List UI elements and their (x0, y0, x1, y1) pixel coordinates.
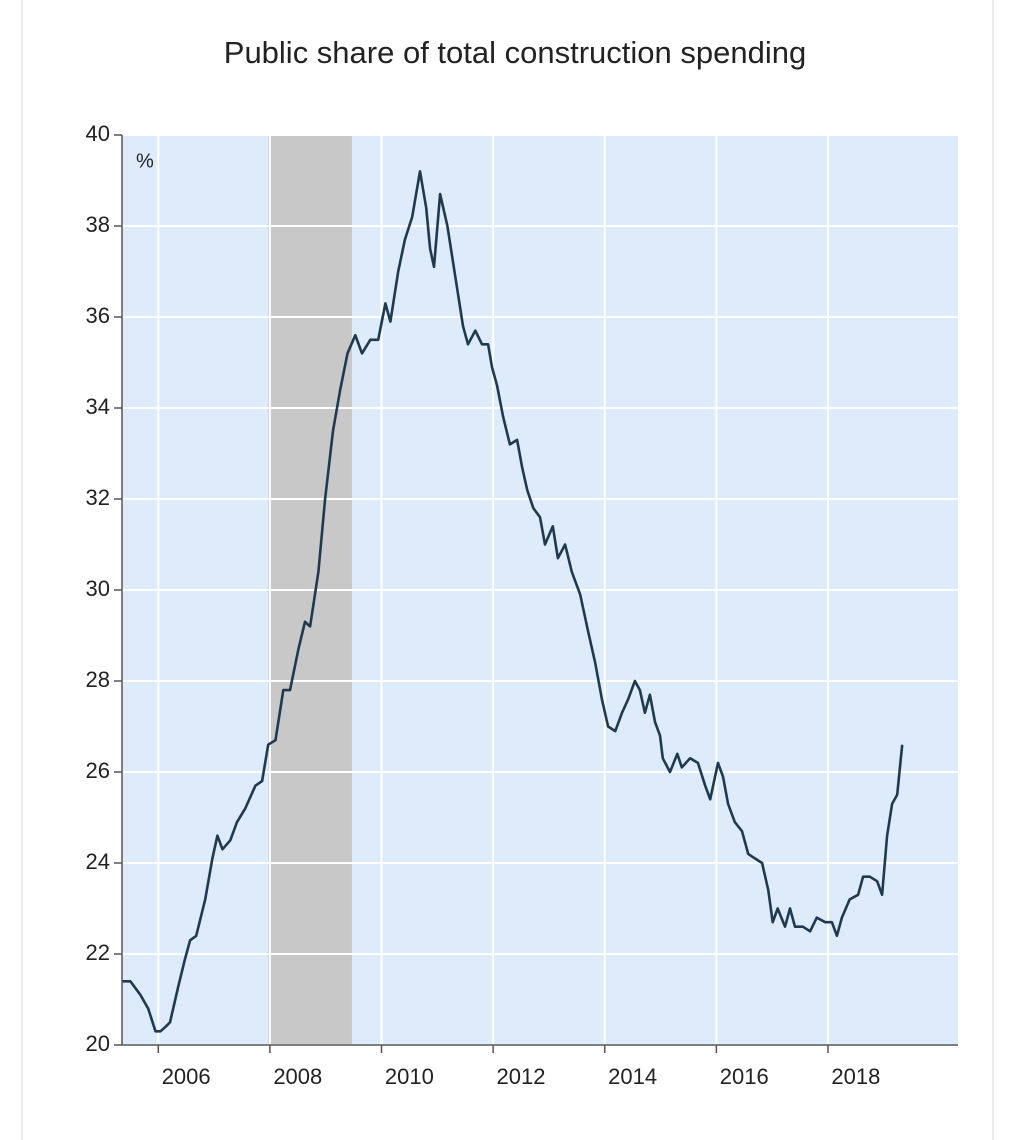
y-tick-label: 32 (86, 485, 110, 510)
y-tick-label: 28 (86, 667, 110, 692)
y-tick-label: 40 (86, 121, 110, 146)
y-tick-label: 34 (86, 394, 110, 419)
y-tick-label: 36 (86, 303, 110, 328)
y-unit-label: % (136, 150, 154, 172)
y-tick-label: 20 (86, 1031, 110, 1056)
y-tick-label: 38 (86, 212, 110, 237)
x-tick-label: 2008 (273, 1064, 322, 1089)
plot-area: 20 22 24 26 28 30 32 34 36 38 40 2006 2008 2010 2012 20… (86, 121, 958, 1089)
chart-title: Public share of total construction spend… (224, 35, 806, 70)
series-line (122, 170, 904, 1033)
x-tick-label: 2006 (162, 1064, 211, 1089)
x-tick-label: 2014 (608, 1064, 657, 1089)
y-tick-label: 26 (86, 758, 110, 783)
x-tick-label: 2012 (497, 1064, 546, 1089)
y-tick-label: 30 (86, 576, 110, 601)
y-tick-label: 22 (86, 940, 110, 965)
x-tick-label: 2010 (385, 1064, 434, 1089)
x-tick-label: 2018 (831, 1064, 880, 1089)
y-tick-label: 24 (86, 849, 110, 874)
x-tick-label: 2016 (720, 1064, 769, 1089)
